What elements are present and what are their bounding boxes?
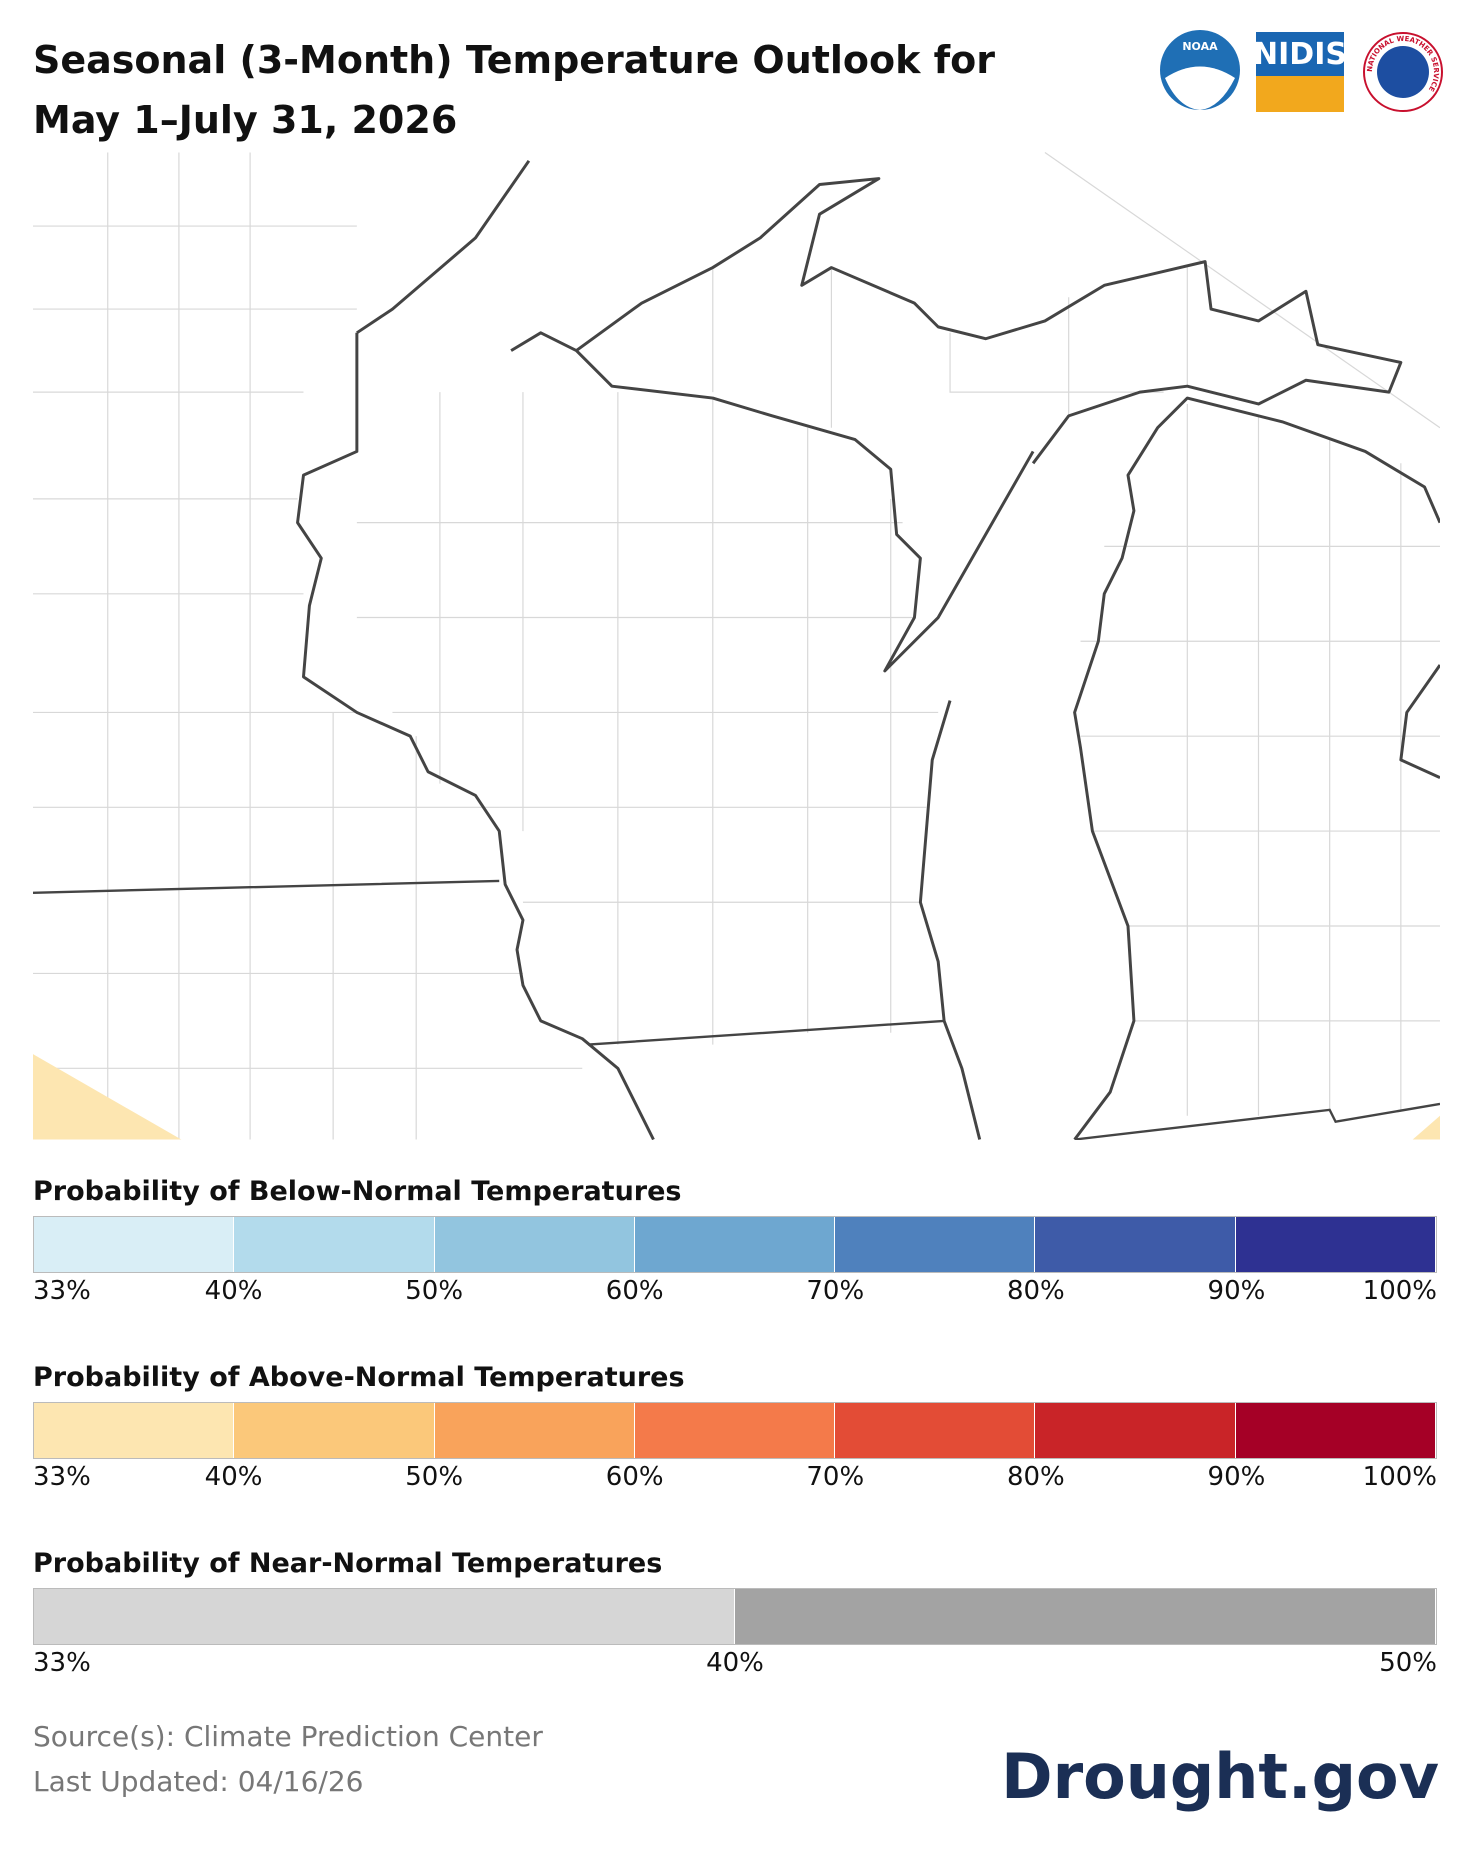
legend-label: 40%	[204, 1276, 263, 1306]
legend-label: 100%	[1362, 1276, 1437, 1306]
legend-swatch	[1035, 1403, 1236, 1458]
legend-label: 33%	[33, 1276, 91, 1306]
legend-swatch	[34, 1217, 235, 1272]
legend-label: 90%	[1207, 1462, 1266, 1492]
legend-swatch	[835, 1403, 1036, 1458]
legend-label: 50%	[405, 1276, 464, 1306]
brand: Drought.gov	[1001, 1740, 1439, 1813]
legend-labels: 33% 40% 50%	[33, 1648, 1437, 1684]
legend-bar	[33, 1588, 1437, 1645]
source: Source(s): Climate Prediction Center	[33, 1720, 543, 1753]
state-outlines	[296, 159, 1440, 1140]
logos: NOAA NIDIS NATIONAL WEATHER SERVICE	[1160, 30, 1443, 112]
noaa-wave	[1165, 66, 1235, 110]
legend-bar	[33, 1402, 1437, 1459]
legend-label: 60%	[605, 1462, 664, 1492]
legend-label: 40%	[706, 1648, 764, 1678]
legend-swatch	[1035, 1217, 1236, 1272]
legend-title: Probability of Near-Normal Temperatures	[33, 1548, 663, 1579]
above-normal-area	[1412, 1115, 1440, 1140]
map	[33, 152, 1440, 1140]
nidis-top	[1256, 32, 1344, 76]
legend-label: 80%	[1006, 1276, 1065, 1306]
legend: Probability of Below-Normal Temperatures…	[33, 1176, 1440, 1316]
legend-label: 33%	[33, 1462, 91, 1492]
legend-swatch	[434, 1217, 635, 1272]
noaa-text: NOAA	[1182, 40, 1218, 53]
legend-swatch	[835, 1217, 1036, 1272]
legend-swatch	[1235, 1403, 1436, 1458]
legend-label: 50%	[405, 1462, 464, 1492]
legend-label: 90%	[1207, 1276, 1266, 1306]
title: Seasonal (3-Month) Temperature Outlook f…	[33, 38, 996, 142]
legend-title: Probability of Above-Normal Temperatures	[33, 1362, 685, 1393]
last-updated: Last Updated: 04/16/26	[33, 1765, 364, 1798]
legend-swatch	[634, 1403, 836, 1458]
legend-labels: 33% 40% 50% 60% 70% 80% 90% 100%	[33, 1276, 1437, 1312]
state-borders	[33, 879, 1440, 1140]
above-normal-area	[33, 1054, 182, 1140]
legend-labels: 33% 40% 50% 60% 70% 80% 90% 100%	[33, 1462, 1437, 1498]
county-lines	[33, 152, 1440, 1140]
nidis-text: NIDIS	[1253, 37, 1347, 72]
legend-swatch	[234, 1217, 435, 1272]
legend-swatch	[234, 1403, 435, 1458]
legend-swatch	[34, 1403, 235, 1458]
legend: Probability of Above-Normal Temperatures…	[33, 1362, 1440, 1502]
legend-label: 50%	[1379, 1648, 1437, 1678]
legend-title: Probability of Below-Normal Temperatures	[33, 1176, 682, 1207]
legend-label: 70%	[806, 1276, 865, 1306]
legend-label: 100%	[1362, 1462, 1437, 1492]
legend-label: 60%	[605, 1276, 664, 1306]
legend: Probability of Near-Normal Temperatures 3…	[33, 1548, 1440, 1688]
legend-label: 70%	[806, 1462, 865, 1492]
legend-label: 33%	[33, 1648, 91, 1678]
legend-label: 40%	[204, 1462, 263, 1492]
nws-inner	[1377, 46, 1429, 98]
legend-label: 80%	[1006, 1462, 1065, 1492]
legend-swatch	[1235, 1217, 1436, 1272]
legend-swatch	[634, 1217, 836, 1272]
legend-swatch	[34, 1589, 735, 1644]
legend-swatch	[735, 1589, 1436, 1644]
legend-swatch	[434, 1403, 635, 1458]
legend-bar	[33, 1216, 1437, 1273]
